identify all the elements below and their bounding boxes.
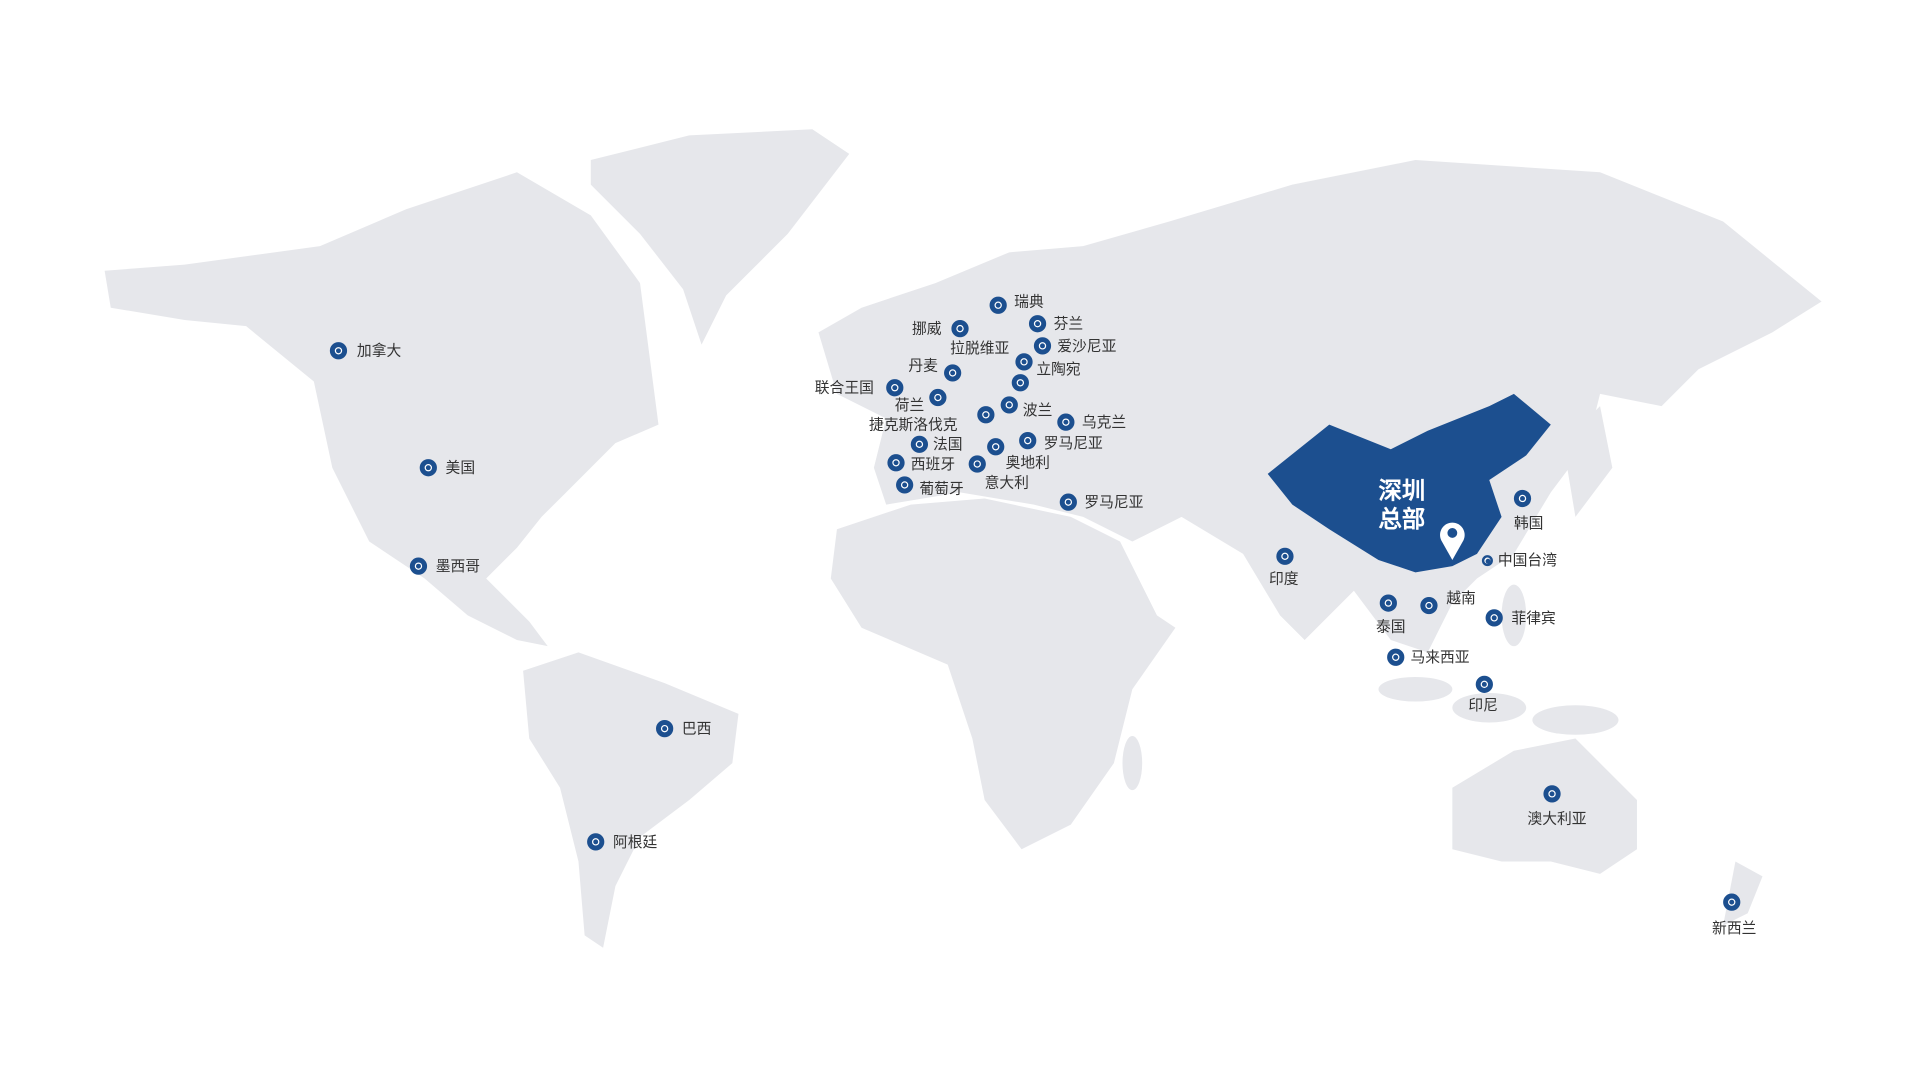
eurasia [818,160,1822,653]
location-marker-icon[interactable] [1059,493,1077,511]
location-label: 联合王国 [814,379,874,397]
location-marker-icon[interactable] [1379,594,1397,612]
location-marker-icon[interactable] [409,557,428,575]
location-label: 中国台湾 [1497,551,1557,569]
location-marker-icon[interactable] [987,438,1005,456]
africa [830,498,1176,850]
location-label: 奥地利 [1005,454,1050,472]
location-marker-icon[interactable] [1057,413,1075,431]
location-marker-icon[interactable] [1481,555,1493,567]
location-label: 芬兰 [1053,315,1084,333]
location-marker-icon[interactable] [1543,785,1561,803]
location-marker-icon[interactable] [968,455,986,473]
location-label: 澳大利亚 [1527,809,1587,828]
south-america [523,652,739,948]
location-marker-icon[interactable] [1387,648,1405,666]
north-america [104,172,659,647]
location-marker-icon[interactable] [929,388,947,407]
location-label: 西班牙 [910,455,956,473]
location-label: 丹麦 [908,356,938,375]
china-region [1267,393,1551,573]
greenland [590,129,850,345]
location-marker-icon[interactable] [1723,893,1741,911]
location-marker-icon[interactable] [1033,337,1052,355]
location-marker-icon[interactable] [1015,353,1033,371]
location-label: 立陶宛 [1036,360,1081,378]
location-label: 罗马尼亚 [1043,434,1103,452]
headquarters-label: 深圳 总部 [1378,478,1425,535]
location-label: 挪威 [912,320,942,338]
location-label: 印尼 [1468,696,1498,714]
location-marker-icon[interactable] [1485,609,1503,627]
location-marker-icon[interactable] [587,833,605,851]
location-label: 加拿大 [356,342,402,360]
location-marker-icon[interactable] [896,476,914,494]
location-label: 荷兰 [894,396,925,414]
map-pin-icon [1440,522,1465,561]
location-marker-icon[interactable] [944,364,962,382]
location-label: 瑞典 [1014,292,1044,311]
location-label: 爱沙尼亚 [1057,337,1117,355]
location-label: 波兰 [1022,401,1053,419]
location-label: 拉脱维亚 [950,339,1010,357]
location-marker-icon[interactable] [1000,396,1018,414]
location-label: 菲律宾 [1511,609,1556,627]
location-marker-icon[interactable] [1028,315,1047,333]
location-label: 巴西 [681,720,712,738]
location-marker-icon[interactable] [1475,675,1493,693]
location-label: 韩国 [1513,514,1544,532]
location-marker-icon[interactable] [989,296,1007,314]
location-label: 印度 [1268,569,1299,588]
location-marker-icon[interactable] [886,379,904,397]
location-marker-icon[interactable] [887,454,905,472]
location-label: 阿根廷 [612,833,658,851]
location-marker-icon[interactable] [1019,432,1037,450]
location-marker-icon[interactable] [1011,374,1029,392]
location-marker-icon[interactable] [910,435,929,453]
location-label: 捷克斯洛伐克 [868,416,958,434]
location-marker-icon[interactable] [1513,489,1532,508]
location-label: 罗马尼亚 [1084,493,1144,511]
location-label: 美国 [445,459,476,477]
location-marker-icon[interactable] [656,720,674,738]
location-marker-icon[interactable] [419,459,437,477]
location-marker-icon[interactable] [329,342,348,360]
location-label: 泰国 [1376,617,1406,636]
location-label: 乌克兰 [1081,413,1127,431]
location-label: 意大利 [984,473,1029,492]
location-label: 法国 [932,435,963,453]
hq-line-2: 总部 [1378,505,1426,533]
location-label: 越南 [1446,589,1476,607]
location-label: 新西兰 [1712,919,1757,937]
location-marker-icon[interactable] [1420,596,1438,615]
hq-line-1: 深圳 [1378,477,1426,505]
location-marker-icon[interactable] [1276,547,1294,565]
location-label: 墨西哥 [435,557,481,575]
location-label: 葡萄牙 [919,480,964,498]
australia [1452,738,1637,874]
location-label: 马来西亚 [1410,648,1470,666]
location-marker-icon[interactable] [951,320,969,338]
japan [1563,406,1613,517]
location-marker-icon[interactable] [977,406,995,424]
